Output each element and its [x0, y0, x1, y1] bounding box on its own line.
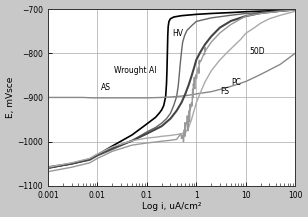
X-axis label: Log i, uA/cm²: Log i, uA/cm²: [142, 202, 201, 211]
Text: FS: FS: [220, 87, 229, 96]
Text: HV: HV: [172, 29, 183, 38]
Text: 50D: 50D: [250, 46, 265, 56]
Text: AS: AS: [101, 83, 111, 92]
Text: Wrought Al: Wrought Al: [114, 66, 157, 76]
Text: PC: PC: [231, 78, 241, 87]
Y-axis label: E, mVsce: E, mVsce: [6, 77, 14, 118]
